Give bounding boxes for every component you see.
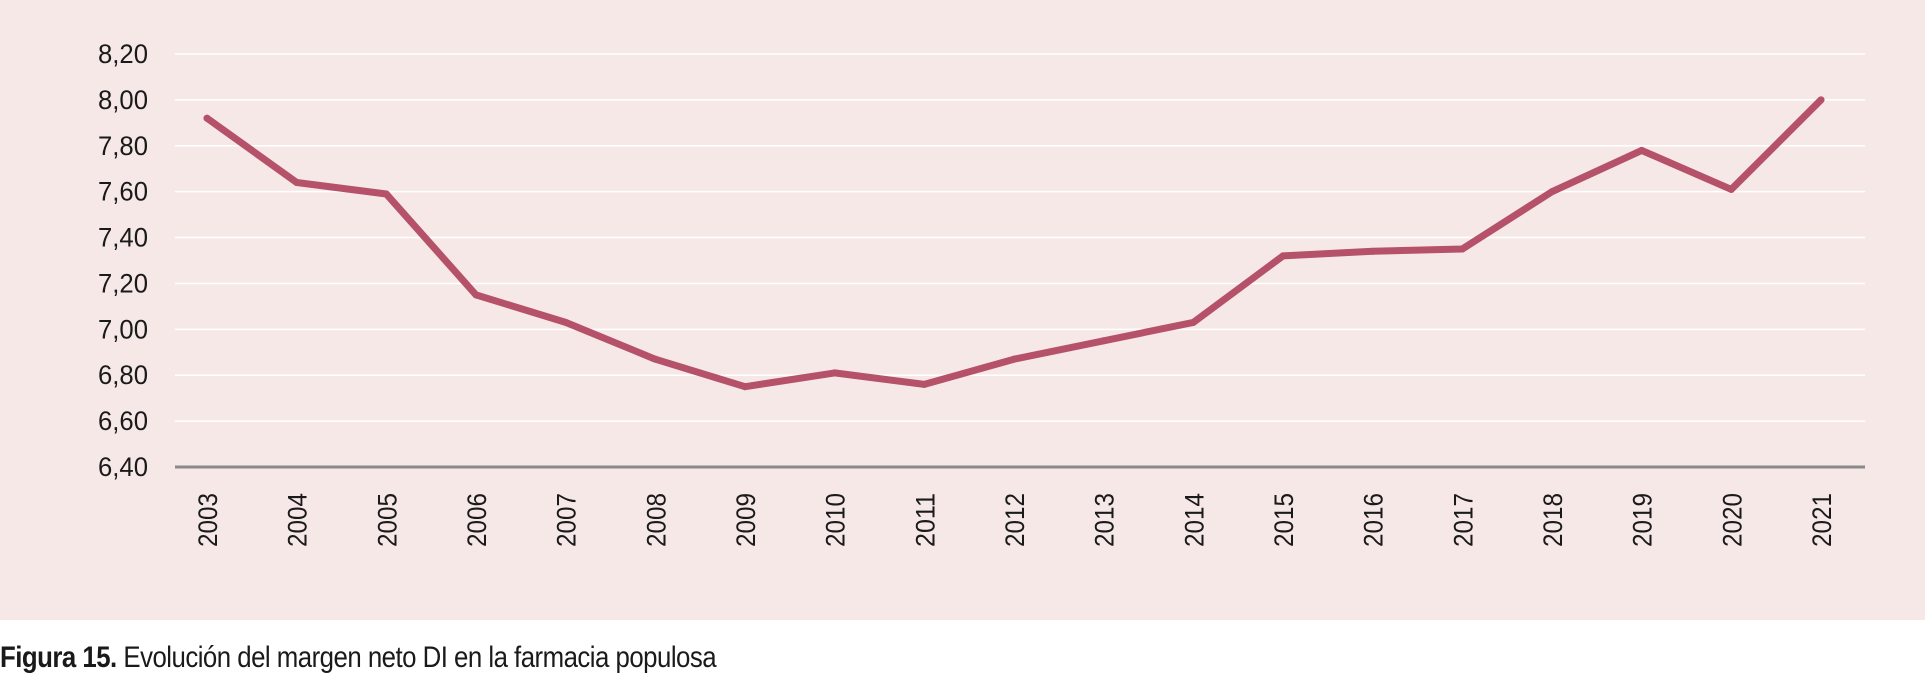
series-lines [203, 96, 1825, 391]
y-tick-label: 7,00 [98, 314, 148, 344]
data-point [1189, 318, 1197, 326]
data-point [203, 114, 211, 122]
gridlines [175, 53, 1865, 422]
y-tick-label: 8,00 [98, 85, 148, 115]
x-tick-label: 2007 [552, 493, 582, 547]
y-tick-label: 7,80 [98, 131, 148, 161]
data-point [1548, 188, 1556, 196]
data-point [382, 190, 390, 198]
x-tick-label: 2008 [641, 493, 671, 547]
data-point [920, 380, 928, 388]
y-tick-label: 8,20 [98, 39, 148, 69]
x-tick-label: 2003 [193, 493, 223, 547]
data-point [1279, 252, 1287, 260]
x-tick-label: 2021 [1807, 493, 1837, 547]
series-line [203, 96, 1825, 391]
data-point [1638, 146, 1646, 154]
x-tick-label: 2017 [1448, 493, 1478, 547]
data-point [562, 318, 570, 326]
figure-label: Figura 15. [0, 641, 117, 674]
x-tick-label: 2010 [821, 493, 851, 547]
x-tick-label: 2004 [283, 493, 313, 547]
data-point [1100, 337, 1108, 345]
y-tick-label: 6,40 [98, 452, 148, 482]
data-point [293, 178, 301, 186]
x-tick-label: 2009 [731, 493, 761, 547]
x-tick-label: 2016 [1359, 493, 1389, 547]
y-tick-label: 7,60 [98, 177, 148, 207]
data-point [831, 369, 839, 377]
data-point [1458, 245, 1466, 253]
y-tick-label: 6,80 [98, 360, 148, 390]
x-tick-label: 2015 [1269, 493, 1299, 547]
x-tick-label: 2013 [1090, 493, 1120, 547]
line-chart: 6,40 6,60 6,80 7,00 7,20 7,40 7,60 7,80 8,00 8,20… [98, 39, 1865, 547]
x-tick-label: 2011 [910, 493, 940, 547]
data-point [1817, 96, 1825, 104]
x-tick-label: 2018 [1538, 493, 1568, 547]
x-axis-ticks: 2003 2004 2005 2006 2007 2008 2009 2010 2011 2012… [193, 493, 1837, 547]
y-tick-label: 6,60 [98, 406, 148, 436]
data-point [651, 355, 659, 363]
y-tick-label: 7,20 [98, 268, 148, 298]
x-tick-label: 2020 [1717, 493, 1747, 547]
chart-panel [0, 0, 1925, 620]
x-tick-label: 2012 [1000, 493, 1030, 547]
data-point [1369, 247, 1377, 255]
x-tick-label: 2005 [372, 493, 402, 547]
data-point [741, 383, 749, 391]
y-axis-ticks: 6,40 6,60 6,80 7,00 7,20 7,40 7,60 7,80 8,00 8,20 [98, 39, 148, 482]
x-tick-label: 2014 [1179, 493, 1209, 547]
data-point [472, 291, 480, 299]
x-tick-label: 2006 [462, 493, 492, 547]
data-point [1010, 355, 1018, 363]
figure-caption-text: Evolución del margen neto DI en la farma… [116, 641, 717, 674]
figure-caption: Figura 15. Evolución del margen neto DI … [0, 638, 717, 678]
x-tick-label: 2019 [1628, 493, 1658, 547]
y-tick-label: 7,40 [98, 223, 148, 253]
data-point [1727, 185, 1735, 193]
